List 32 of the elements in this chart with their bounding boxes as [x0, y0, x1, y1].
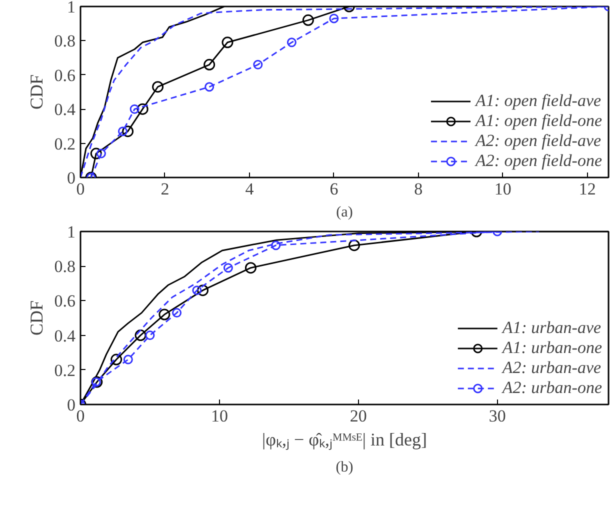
legend-label: A2: urban-one: [502, 378, 602, 398]
x-tick-label: 30: [488, 406, 506, 426]
y-axis-title: CDF: [26, 74, 46, 110]
text: (b): [336, 460, 354, 476]
x-tick-label: 4: [245, 180, 254, 198]
y-tick-label: 1: [67, 0, 76, 16]
y-tick-label: 0.2: [54, 360, 76, 380]
x-tick-label: 10: [210, 406, 228, 426]
y-tick-label: 0.8: [54, 32, 76, 51]
y-tick-label: 0.6: [54, 292, 76, 311]
y-tick-label: 0.4: [54, 100, 76, 120]
y-tick-label: 0.6: [54, 66, 76, 85]
x-tick-label: 8: [414, 180, 423, 198]
x-tick-label: 2: [160, 180, 170, 198]
x-tick-label: 10: [494, 180, 512, 198]
legend-label: A1: open field-ave: [475, 91, 602, 111]
legend-label: A1: urban-ave: [502, 318, 602, 338]
y-tick-label: 1: [67, 222, 76, 242]
legend-label: A2: urban-ave: [502, 358, 602, 378]
y-tick-label: 0.2: [54, 134, 76, 154]
legend-label: A1: open field-one: [475, 111, 602, 131]
y-tick-label: 0.8: [54, 257, 76, 276]
x-axis-title: |φₖ,ⱼ − φ̂ₖ,ⱼᴹᴹˢᴱ| in [deg]: [262, 430, 428, 450]
legend-label: A1: urban-one: [502, 338, 602, 358]
text: (a): [336, 204, 353, 220]
x-tick-label: 20: [350, 406, 367, 426]
y-tick-label: 0.4: [54, 326, 76, 346]
x-tick-label: 12: [578, 180, 596, 198]
legend-label: A2: open field-ave: [475, 131, 602, 151]
y-axis-title: CDF: [26, 300, 46, 336]
legend-label: A2: open field-one: [475, 151, 602, 171]
x-tick-label: 6: [330, 180, 338, 198]
